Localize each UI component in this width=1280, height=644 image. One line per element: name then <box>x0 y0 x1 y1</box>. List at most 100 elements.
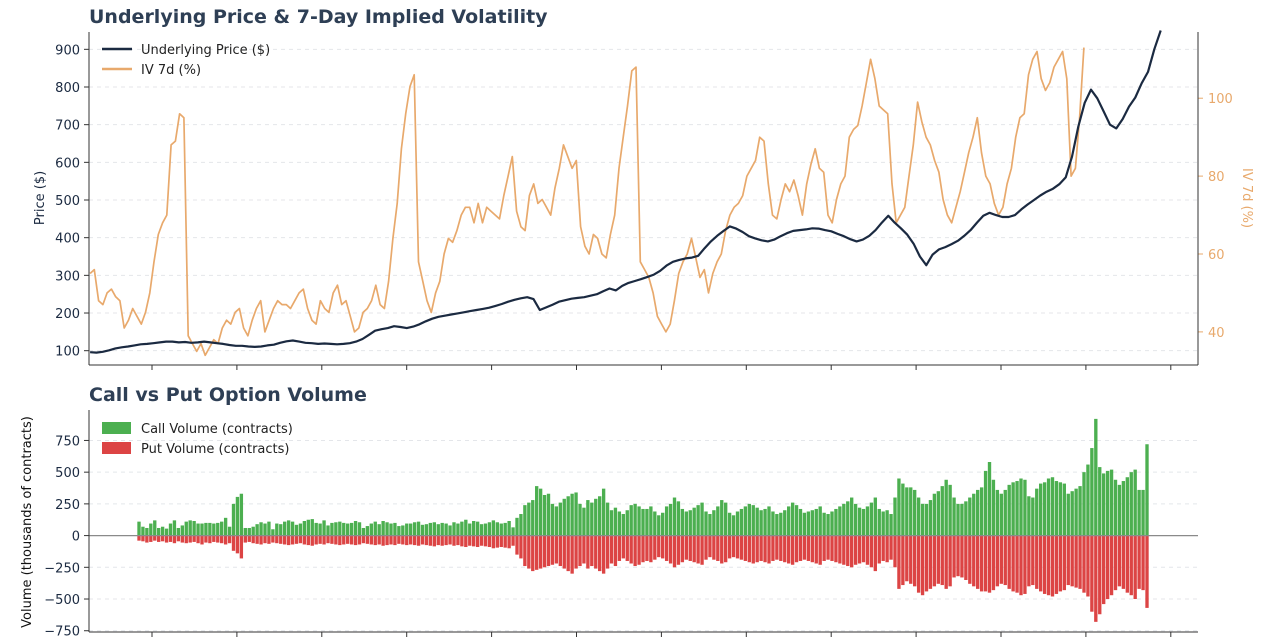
put-volume-bar <box>1039 535 1043 592</box>
put-volume-bar <box>558 535 562 567</box>
call-volume-bar <box>310 519 314 536</box>
put-volume-bar <box>582 535 586 564</box>
put-volume-bar <box>1129 535 1133 596</box>
put-volume-bar <box>657 535 661 558</box>
put-volume-bar <box>700 535 704 565</box>
call-volume-bar <box>428 522 433 536</box>
call-volume-bar <box>1105 470 1110 536</box>
call-volume-bar <box>1082 472 1086 536</box>
call-volume-bar <box>424 524 429 536</box>
call-volume-bar <box>393 522 397 536</box>
put-volume-bar <box>483 535 488 547</box>
call-volume-bar <box>338 521 342 536</box>
call-volume-bar <box>940 486 944 536</box>
call-volume-bar <box>141 526 145 536</box>
top-chart-title: Underlying Price & 7-Day Implied Volatil… <box>89 6 548 28</box>
call-volume-bar <box>456 523 460 536</box>
put-volume-bar <box>940 535 944 586</box>
call-volume-bar <box>775 514 779 536</box>
put-volume-bar <box>790 535 795 565</box>
call-volume-bar <box>968 497 972 536</box>
put-volume-bar <box>1066 535 1070 586</box>
call-volume-bar <box>1058 482 1063 536</box>
put-volume-bar <box>527 535 531 569</box>
call-volume-bar <box>188 520 192 536</box>
put-volume-bar <box>743 535 748 561</box>
call-volume-bar <box>767 506 771 536</box>
put-volume-bar <box>688 535 692 561</box>
put-volume-bar <box>338 535 342 546</box>
call-volume-bar <box>1117 484 1122 536</box>
call-volume-bar <box>972 493 976 536</box>
call-volume-bar <box>184 521 188 536</box>
put-volume-bar <box>1098 535 1102 615</box>
top-legend: Underlying Price ($) IV 7d (%) <box>102 43 270 78</box>
put-volume-bar <box>1125 535 1129 593</box>
put-volume-bar <box>188 535 192 543</box>
call-volume-bar <box>751 505 755 536</box>
call-volume-bar <box>164 528 169 536</box>
put-volume-bar <box>1137 535 1141 589</box>
put-volume-bar <box>349 535 354 545</box>
call-volume-bar <box>1011 482 1015 536</box>
call-volume-bar <box>554 506 559 536</box>
put-volume-bar <box>231 535 236 551</box>
call-volume-bar <box>932 493 937 536</box>
legend-price-label: Underlying Price ($) <box>141 43 270 58</box>
call-volume-bar <box>924 503 929 536</box>
call-volume-bar <box>1074 488 1078 536</box>
put-volume-bar <box>365 535 370 544</box>
call-volume-bar <box>420 524 425 536</box>
put-volume-bar <box>503 535 507 548</box>
put-volume-bar <box>869 535 874 568</box>
call-volume-bar <box>708 514 712 536</box>
put-volume-bar <box>310 535 314 546</box>
call-volume-bar <box>889 514 893 536</box>
put-volume-bar <box>913 535 917 587</box>
call-volume-bar <box>247 527 251 536</box>
put-volume-bar <box>416 535 421 546</box>
put-volume-bar <box>609 535 614 564</box>
call-volume-bar <box>873 497 877 536</box>
call-volume-bar <box>503 522 507 536</box>
call-volume-bar <box>696 505 700 536</box>
put-volume-bar <box>830 535 834 561</box>
call-volume-bar <box>208 522 212 536</box>
call-volume-bar <box>460 521 464 536</box>
put-volume-bar <box>531 535 535 572</box>
call-volume-bar <box>558 502 562 536</box>
put-volume-bar <box>507 535 511 549</box>
put-volume-bar <box>235 535 240 554</box>
call-volume-bar <box>842 503 846 536</box>
call-volume-bar <box>999 493 1003 536</box>
call-volume-bar <box>239 493 244 536</box>
top-y-tick-label: 200 <box>55 307 80 322</box>
put-volume-bar <box>995 535 1000 587</box>
put-volume-bar <box>877 535 881 564</box>
put-volume-bar <box>389 535 393 545</box>
call-volume-bar <box>227 526 232 536</box>
call-volume-bar <box>676 501 681 536</box>
put-volume-bar <box>157 535 161 542</box>
put-volume-bar <box>759 535 763 561</box>
put-volume-bar <box>842 535 846 565</box>
put-volume-bar <box>255 535 259 544</box>
call-volume-bar <box>306 519 310 536</box>
put-volume-bar <box>432 535 436 547</box>
put-volume-bar <box>578 535 582 567</box>
put-volume-bar <box>381 535 385 546</box>
put-volume-bar <box>243 535 247 543</box>
call-volume-bar <box>759 510 763 536</box>
put-volume-bar <box>617 535 622 561</box>
top-y2-tick-label: 100 <box>1208 92 1233 107</box>
top-axes: 100 200 300 400 500 600 700 800 900 40 60 80 100 <box>55 32 1233 370</box>
put-volume-bar <box>196 535 200 544</box>
put-volume-bar <box>802 535 807 560</box>
put-volume-bar <box>952 535 956 578</box>
put-volume-bar <box>865 535 870 565</box>
put-volume-bar <box>298 535 303 544</box>
put-volume-bar <box>771 535 775 561</box>
call-volume-bar <box>1007 484 1011 536</box>
call-volume-bar <box>747 503 751 536</box>
put-volume-bar <box>153 535 157 541</box>
